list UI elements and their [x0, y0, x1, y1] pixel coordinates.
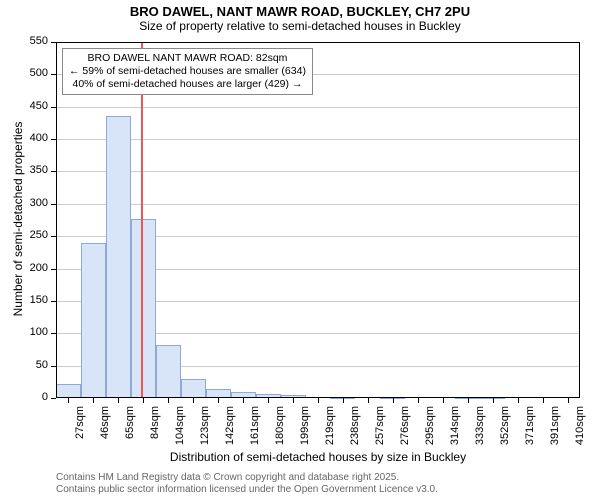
- x-tick-mark: [568, 398, 569, 403]
- x-tick-mark: [318, 398, 319, 403]
- histogram-bar: [81, 243, 106, 398]
- annotation-line: 40% of semi-detached houses are larger (…: [69, 78, 306, 91]
- y-tick-mark: [51, 269, 56, 270]
- x-tick-mark: [468, 398, 469, 403]
- property-marker-line: [141, 42, 143, 398]
- chart-title-main: BRO DAWEL, NANT MAWR ROAD, BUCKLEY, CH7 …: [0, 4, 600, 19]
- x-tick-label: 391sqm: [549, 406, 561, 450]
- x-tick-label: 371sqm: [524, 406, 536, 450]
- y-tick-label: 100: [22, 326, 48, 338]
- y-tick-label: 250: [22, 229, 48, 241]
- y-tick-label: 50: [22, 359, 48, 371]
- histogram-bar: [106, 116, 131, 398]
- x-tick-label: 27sqm: [74, 406, 86, 450]
- footer-line-1: Contains HM Land Registry data © Crown c…: [56, 472, 438, 484]
- x-tick-label: 333sqm: [474, 406, 486, 450]
- y-tick-label: 300: [22, 197, 48, 209]
- x-tick-mark: [68, 398, 69, 403]
- y-tick-mark: [51, 42, 56, 43]
- annotation-line: BRO DAWEL NANT MAWR ROAD: 82sqm: [69, 52, 306, 65]
- x-tick-label: 84sqm: [149, 406, 161, 450]
- histogram-bar: [56, 384, 81, 398]
- y-tick-label: 150: [22, 294, 48, 306]
- x-tick-mark: [93, 398, 94, 403]
- x-tick-mark: [343, 398, 344, 403]
- gridline: [56, 107, 580, 108]
- x-tick-mark: [243, 398, 244, 403]
- y-tick-mark: [51, 236, 56, 237]
- annotation-box: BRO DAWEL NANT MAWR ROAD: 82sqm← 59% of …: [62, 48, 313, 95]
- x-tick-label: 123sqm: [199, 406, 211, 450]
- x-tick-mark: [393, 398, 394, 403]
- y-tick-mark: [51, 107, 56, 108]
- x-tick-label: 199sqm: [299, 406, 311, 450]
- x-tick-label: 142sqm: [224, 406, 236, 450]
- y-tick-mark: [51, 301, 56, 302]
- x-tick-label: 257sqm: [374, 406, 386, 450]
- gridline: [56, 139, 580, 140]
- y-tick-label: 500: [22, 67, 48, 79]
- x-tick-mark: [368, 398, 369, 403]
- y-axis-label: Number of semi-detached properties: [11, 109, 25, 329]
- footer-attribution: Contains HM Land Registry data © Crown c…: [56, 472, 438, 496]
- x-tick-mark: [518, 398, 519, 403]
- histogram-bar: [181, 379, 206, 398]
- x-tick-mark: [493, 398, 494, 403]
- x-tick-label: 314sqm: [449, 406, 461, 450]
- x-tick-label: 352sqm: [499, 406, 511, 450]
- y-tick-label: 0: [22, 391, 48, 403]
- y-tick-mark: [51, 333, 56, 334]
- x-tick-mark: [218, 398, 219, 403]
- y-tick-mark: [51, 398, 56, 399]
- y-tick-label: 350: [22, 164, 48, 176]
- x-tick-mark: [543, 398, 544, 403]
- footer-line-2: Contains public sector information licen…: [56, 484, 438, 496]
- chart-title-block: BRO DAWEL, NANT MAWR ROAD, BUCKLEY, CH7 …: [0, 0, 600, 33]
- gridline: [56, 204, 580, 205]
- x-tick-mark: [118, 398, 119, 403]
- histogram-bar: [156, 345, 181, 398]
- histogram-bar: [131, 219, 156, 398]
- x-tick-mark: [443, 398, 444, 403]
- x-tick-label: 104sqm: [174, 406, 186, 450]
- x-axis-label: Distribution of semi-detached houses by …: [56, 450, 580, 464]
- y-tick-mark: [51, 366, 56, 367]
- histogram-bar: [206, 389, 231, 398]
- x-tick-label: 219sqm: [324, 406, 336, 450]
- y-tick-mark: [51, 139, 56, 140]
- y-tick-mark: [51, 74, 56, 75]
- x-tick-mark: [268, 398, 269, 403]
- x-tick-mark: [143, 398, 144, 403]
- y-tick-label: 550: [22, 35, 48, 47]
- x-tick-label: 410sqm: [574, 406, 586, 450]
- y-tick-label: 450: [22, 100, 48, 112]
- y-tick-label: 400: [22, 132, 48, 144]
- x-tick-label: 276sqm: [399, 406, 411, 450]
- chart-title-sub: Size of property relative to semi-detach…: [0, 19, 600, 33]
- x-tick-label: 238sqm: [349, 406, 361, 450]
- y-tick-mark: [51, 171, 56, 172]
- annotation-line: ← 59% of semi-detached houses are smalle…: [69, 65, 306, 78]
- y-tick-label: 200: [22, 262, 48, 274]
- y-tick-mark: [51, 204, 56, 205]
- x-tick-mark: [193, 398, 194, 403]
- x-tick-label: 180sqm: [274, 406, 286, 450]
- gridline: [56, 171, 580, 172]
- x-tick-mark: [418, 398, 419, 403]
- x-tick-label: 295sqm: [424, 406, 436, 450]
- x-tick-label: 65sqm: [124, 406, 136, 450]
- x-tick-mark: [293, 398, 294, 403]
- x-tick-label: 46sqm: [99, 406, 111, 450]
- x-tick-label: 161sqm: [249, 406, 261, 450]
- histogram-bar: [231, 392, 256, 398]
- x-tick-mark: [168, 398, 169, 403]
